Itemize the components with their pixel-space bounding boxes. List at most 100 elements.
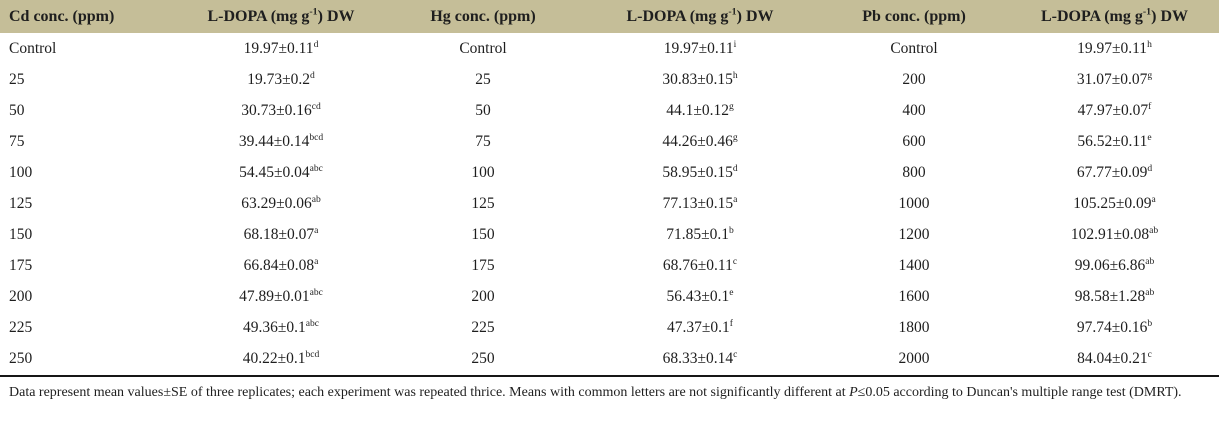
conc-cell: 125 (9, 194, 33, 212)
conc-cell: 75 (9, 132, 25, 150)
significance-letter: h (1147, 38, 1152, 50)
ldopa-value-cell: 44.26±0.46g (662, 131, 738, 150)
significance-letter: h (732, 69, 738, 81)
ldopa-value-cell: 67.77±0.09d (1076, 162, 1153, 181)
significance-letter: abc (305, 317, 320, 329)
conc-cell: 400 (902, 101, 926, 119)
ldopa-value-cell: 63.29±0.06ab (241, 193, 321, 212)
significance-letter: a (314, 224, 319, 236)
ldopa-value-cell: 47.37±0.1f (667, 317, 733, 336)
ldopa-value-cell: 39.44±0.14bcd (238, 131, 324, 150)
conc-cell: 175 (471, 256, 495, 274)
significance-letter: abc (309, 162, 323, 174)
conc-cell: 600 (902, 132, 926, 150)
ldopa-value-cell: 47.97±0.07f (1077, 100, 1152, 119)
significance-letter: d (309, 69, 315, 81)
conc-cell: 2000 (898, 349, 930, 367)
significance-letter: c (1147, 348, 1152, 360)
significance-letter: ab (1145, 255, 1155, 267)
table-row: 25 19.73±0.2d 25 30.83±0.15h 200 31.07±0.07g (0, 64, 1219, 95)
header-ldopa-pb: L-DOPA (mg g-1) DW (1010, 0, 1219, 33)
conc-cell: 75 (475, 132, 491, 150)
significance-letter: d (732, 162, 738, 174)
significance-letter: f (1148, 100, 1152, 112)
conc-cell: 800 (902, 163, 926, 181)
significance-letter: a (1151, 193, 1156, 205)
header-row: Cd conc. (ppm) L-DOPA (mg g-1) DW Hg con… (0, 0, 1219, 33)
ldopa-value-cell: 19.97±0.11h (1077, 38, 1152, 57)
ldopa-value-cell: 102.91±0.08ab (1070, 224, 1159, 243)
ldopa-value-cell: 30.73±0.16cd (241, 100, 321, 119)
conc-cell: 1800 (898, 318, 930, 336)
conc-cell: 250 (471, 349, 495, 367)
conc-cell: 225 (471, 318, 495, 336)
significance-letter: a (314, 255, 319, 267)
significance-letter: f (729, 317, 733, 329)
significance-letter: d (313, 38, 319, 50)
ldopa-value-cell: 19.97±0.11d (243, 38, 319, 57)
conc-cell: 50 (9, 101, 25, 119)
conc-cell: 1400 (898, 256, 930, 274)
superscript-minus-one: -1 (309, 6, 318, 18)
conc-cell: 200 (9, 287, 33, 305)
ldopa-value-cell: 105.25±0.09a (1073, 193, 1156, 212)
significance-letter: e (1147, 131, 1152, 143)
ldopa-value-cell: 30.83±0.15h (662, 69, 738, 88)
significance-letter: bcd (309, 131, 324, 143)
conc-cell: 250 (9, 349, 33, 367)
significance-letter: g (1147, 69, 1153, 81)
ldopa-value-cell: 19.97±0.11i (663, 38, 737, 57)
significance-letter: d (1147, 162, 1153, 174)
footnote-p-symbol: P (849, 385, 858, 400)
conc-cell: 150 (471, 225, 495, 243)
table-row: 100 54.45±0.04abc 100 58.95±0.15d 800 67.77±0… (0, 157, 1219, 188)
header-pb-conc: Pb conc. (ppm) (818, 0, 1010, 33)
significance-letter: c (733, 348, 738, 360)
conc-cell: 100 (471, 163, 495, 181)
conc-cell: 25 (9, 70, 25, 88)
header-cd-conc: Cd conc. (ppm) (0, 0, 178, 33)
table-row: 50 30.73±0.16cd 50 44.1±0.12g 400 47.97±0.07f (0, 95, 1219, 126)
table-body: Control 19.97±0.11d Control 19.97±0.11i Cont… (0, 33, 1219, 374)
significance-letter: g (728, 100, 734, 112)
significance-letter: ab (1145, 286, 1155, 298)
conc-cell: 200 (471, 287, 495, 305)
ldopa-value-cell: 47.89±0.01abc (239, 286, 323, 305)
conc-cell: 100 (9, 163, 33, 181)
superscript-minus-one: -1 (1142, 6, 1152, 18)
ldopa-value-cell: 31.07±0.07g (1076, 69, 1153, 88)
footnote-text: ≤0.05 according to Duncan's multiple ran… (857, 385, 1182, 400)
ldopa-heavy-metal-table: Cd conc. (ppm) L-DOPA (mg g-1) DW Hg con… (0, 0, 1219, 374)
ldopa-value-cell: 68.76±0.11c (662, 255, 738, 274)
conc-cell: 50 (475, 101, 491, 119)
table-row: Control 19.97±0.11d Control 19.97±0.11i Cont… (0, 33, 1219, 64)
ldopa-value-cell: 19.73±0.2d (247, 69, 315, 88)
conc-cell: Control (9, 39, 57, 57)
ldopa-value-cell: 40.22±0.1bcd (242, 348, 320, 367)
ldopa-value-cell: 44.1±0.12g (666, 100, 734, 119)
table-row: 250 40.22±0.1bcd 250 68.33±0.14c 2000 84.04±0… (0, 343, 1219, 374)
significance-letter: ab (311, 193, 321, 205)
significance-letter: abc (309, 286, 323, 298)
ldopa-value-cell: 56.43±0.1e (666, 286, 734, 305)
conc-cell: Control (459, 39, 507, 57)
conc-cell: 150 (9, 225, 33, 243)
ldopa-value-cell: 68.18±0.07a (243, 224, 319, 243)
table-footnote: Data represent mean values±SE of three r… (0, 375, 1219, 403)
ldopa-value-cell: 99.06±6.86ab (1074, 255, 1155, 274)
table-row: 150 68.18±0.07a 150 71.85±0.1b 1200 102.91±0.… (0, 219, 1219, 250)
table-row: 175 66.84±0.08a 175 68.76±0.11c 1400 99.06±6.… (0, 250, 1219, 281)
table-row: 200 47.89±0.01abc 200 56.43±0.1e 1600 98.58±1… (0, 281, 1219, 312)
header-hg-conc: Hg conc. (ppm) (384, 0, 582, 33)
conc-cell: 1000 (898, 194, 930, 212)
table-row: 75 39.44±0.14bcd 75 44.26±0.46g 600 56.52±0.1… (0, 126, 1219, 157)
ldopa-value-cell: 49.36±0.1abc (242, 317, 320, 336)
significance-letter: a (733, 193, 738, 205)
significance-letter: b (1147, 317, 1153, 329)
ldopa-value-cell: 58.95±0.15d (662, 162, 738, 181)
conc-cell: 175 (9, 256, 33, 274)
significance-letter: g (732, 131, 738, 143)
significance-letter: cd (311, 100, 321, 112)
ldopa-value-cell: 66.84±0.08a (243, 255, 319, 274)
